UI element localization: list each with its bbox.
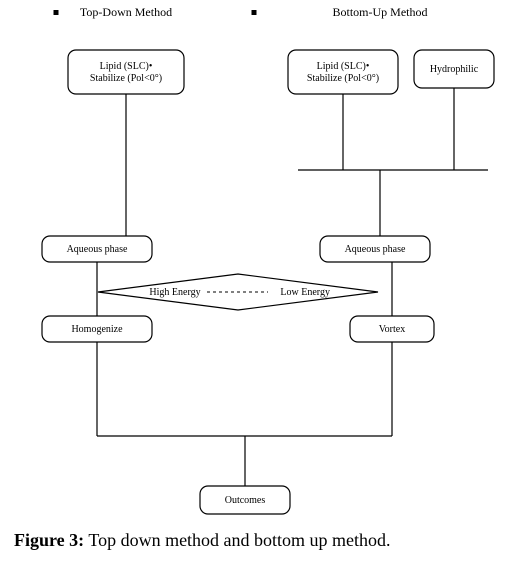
svg-text:Lipid (SLC)•: Lipid (SLC)•: [317, 61, 370, 72]
svg-text:Aqueous phase: Aqueous phase: [345, 244, 406, 255]
svg-text:Hydrophilic: Hydrophilic: [430, 64, 479, 75]
svg-text:Outcomes: Outcomes: [225, 495, 266, 506]
flowchart-canvas: Top-Down Method Bottom-Up Method High Ener…: [0, 0, 516, 525]
svg-text:Lipid (SLC)•: Lipid (SLC)•: [100, 61, 153, 72]
svg-text:Homogenize: Homogenize: [71, 324, 123, 335]
svg-text:Stabilize (Pol<0°): Stabilize (Pol<0°): [307, 73, 379, 84]
caption-label: Figure 3:: [14, 530, 84, 550]
svg-text:Top-Down Method: Top-Down Method: [80, 5, 172, 19]
svg-text:Vortex: Vortex: [379, 324, 405, 335]
svg-text:Bottom-Up Method: Bottom-Up Method: [333, 5, 428, 19]
svg-text:High Energy: High Energy: [149, 287, 200, 298]
svg-text:Aqueous phase: Aqueous phase: [67, 244, 128, 255]
caption-text: Top down method and bottom up method.: [84, 530, 390, 550]
svg-text:Stabilize (Pol<0°): Stabilize (Pol<0°): [90, 73, 162, 84]
svg-text:Low Energy: Low Energy: [280, 287, 330, 298]
figure-caption: Figure 3: Top down method and bottom up …: [14, 530, 391, 551]
